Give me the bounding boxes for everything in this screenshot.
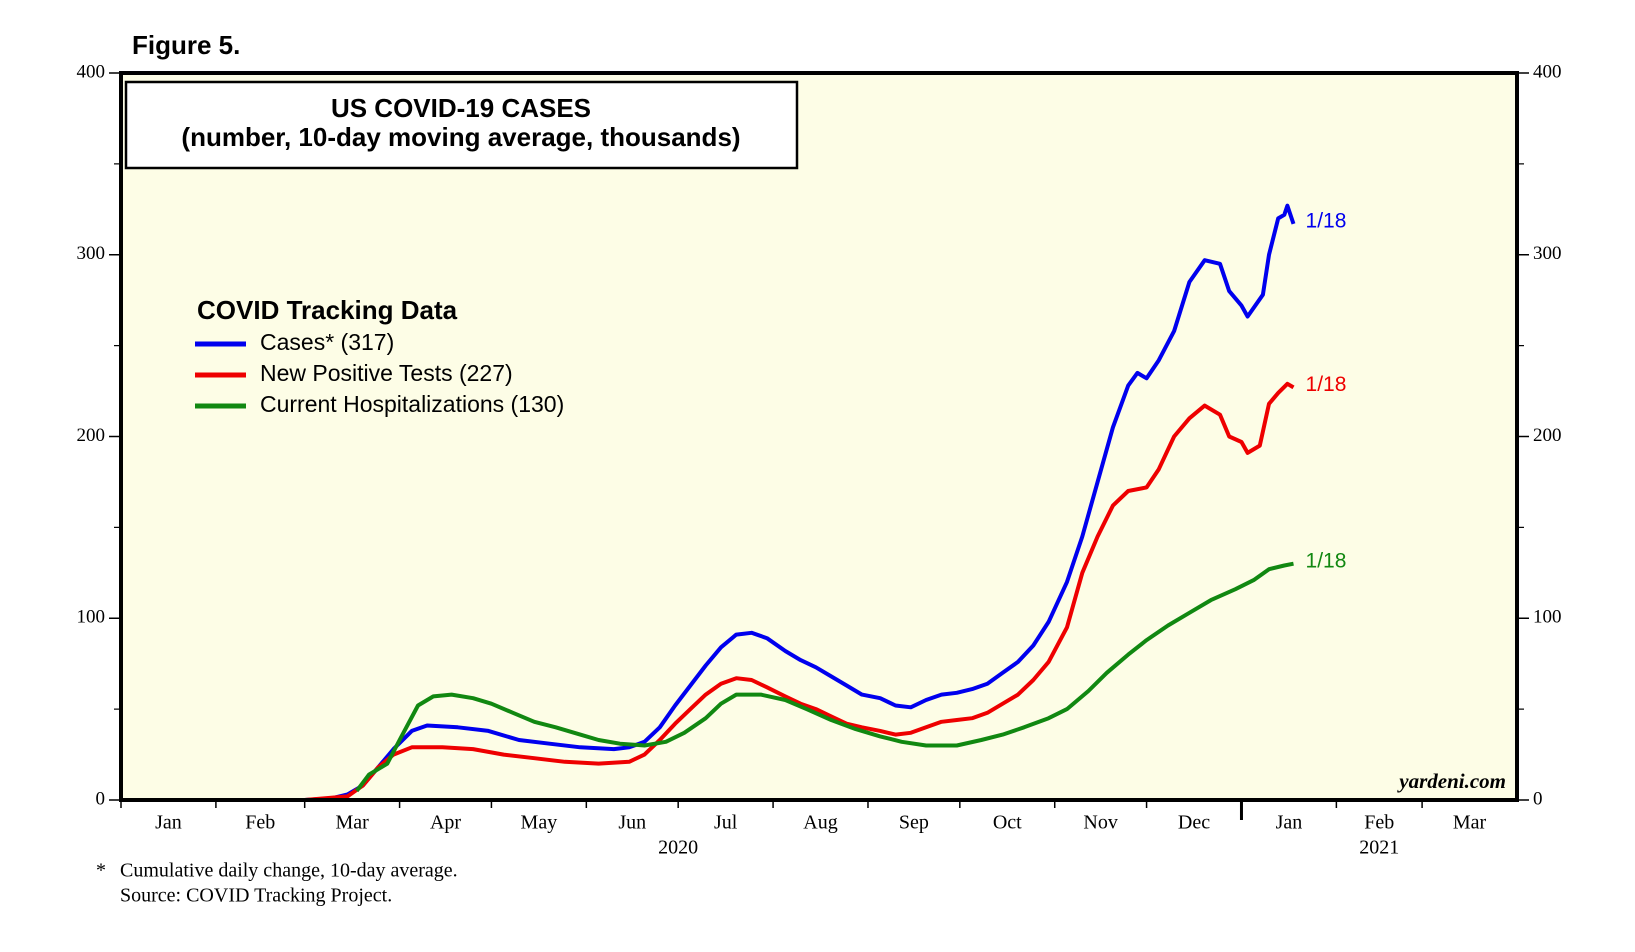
title-box [124, 80, 799, 170]
y-tick-label: 300 [77, 243, 106, 264]
plot-frame [119, 71, 1519, 802]
year-label: 2021 [1359, 837, 1399, 859]
y-tick-label: 0 [96, 788, 106, 809]
y2-tick-label: 100 [1533, 607, 1562, 628]
x-tick-label: Aug [803, 812, 837, 834]
legend-title: COVID Tracking Data [197, 295, 458, 325]
footnote: Source: COVID Tracking Project. [120, 885, 392, 907]
x-tick-label: Feb [1364, 812, 1394, 834]
x-tick-label: Dec [1178, 812, 1210, 834]
series-line [355, 561, 1294, 793]
x-tick-label: Jan [1276, 812, 1303, 834]
end-label: 1/18 [1306, 373, 1347, 396]
x-tick-label: Oct [993, 812, 1022, 834]
x-tick-label: Sep [899, 812, 929, 834]
footnote-marker: * [96, 860, 106, 882]
x-tick-label: Mar [1453, 812, 1487, 834]
y-tick-label: 100 [77, 607, 106, 628]
y2-tick-label: 200 [1533, 425, 1562, 446]
series-line [188, 381, 1295, 802]
legend-label: Current Hospitalizations (130) [260, 391, 564, 417]
year-label: 2020 [658, 837, 698, 859]
legend-label: New Positive Tests (227) [260, 360, 513, 386]
y-tick-label: 200 [77, 425, 106, 446]
y-tick-label: 400 [77, 61, 106, 82]
plot-background [121, 73, 1517, 800]
x-tick-label: Jul [714, 812, 738, 834]
x-tick-label: Jun [618, 812, 646, 834]
end-label: 1/18 [1306, 549, 1347, 572]
x-tick-label: May [521, 812, 558, 834]
x-tick-label: Jan [155, 812, 182, 834]
end-label: 1/18 [1306, 209, 1347, 232]
chart-title: US COVID-19 CASES [331, 93, 591, 123]
x-tick-label: Mar [335, 812, 369, 834]
x-tick-label: Nov [1083, 812, 1117, 834]
x-tick-label: Apr [430, 812, 461, 834]
series-line [203, 203, 1296, 802]
figure-label: Figure 5. [132, 30, 240, 60]
footnote: Cumulative daily change, 10-day average. [120, 860, 458, 882]
y2-tick-label: 300 [1533, 243, 1562, 264]
legend-label: Cases* (317) [260, 329, 394, 355]
watermark: yardeni.com [1396, 769, 1506, 793]
x-tick-label: Feb [245, 812, 275, 834]
y2-tick-label: 400 [1533, 61, 1562, 82]
y2-tick-label: 0 [1533, 788, 1543, 809]
chart-subtitle: (number, 10-day moving average, thousand… [181, 122, 740, 152]
